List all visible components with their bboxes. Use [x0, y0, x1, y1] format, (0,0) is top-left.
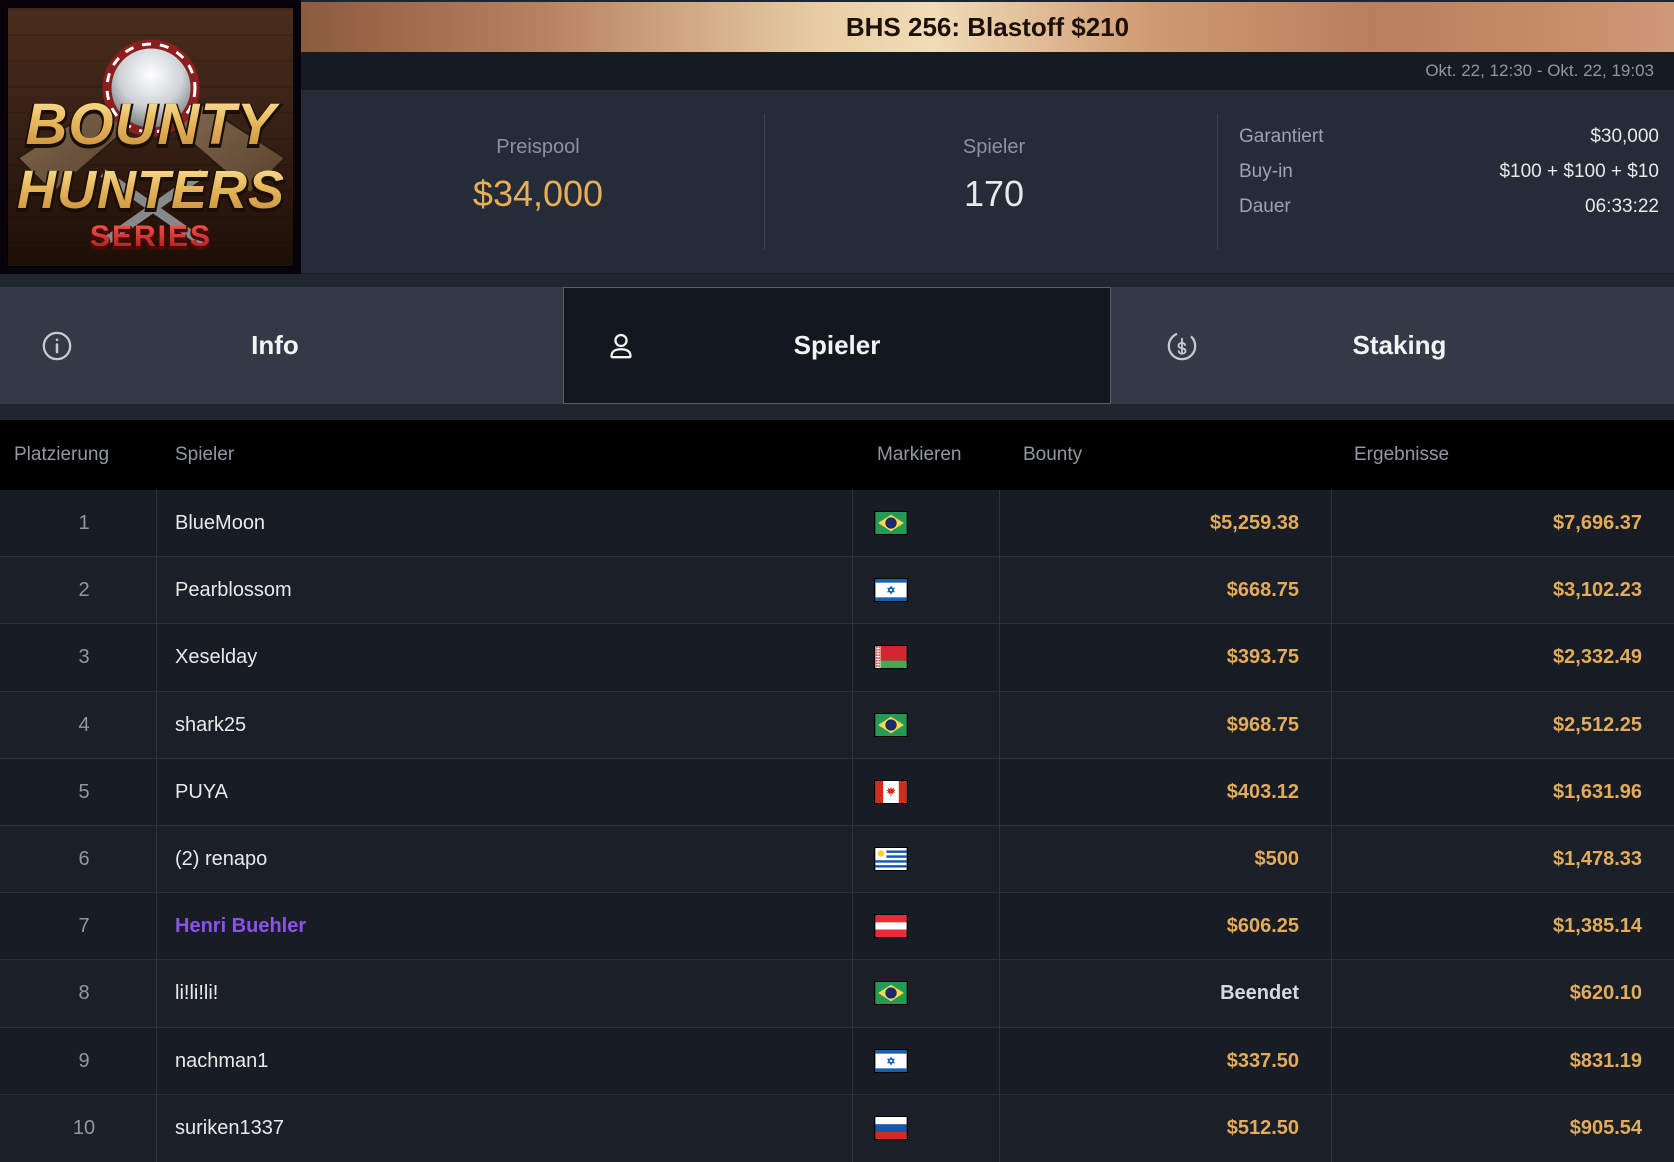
svg-text:HUNTERS: HUNTERS	[17, 160, 285, 220]
svg-text:BOUNTY: BOUNTY	[26, 92, 281, 157]
svg-text:SERIES: SERIES	[90, 220, 212, 253]
